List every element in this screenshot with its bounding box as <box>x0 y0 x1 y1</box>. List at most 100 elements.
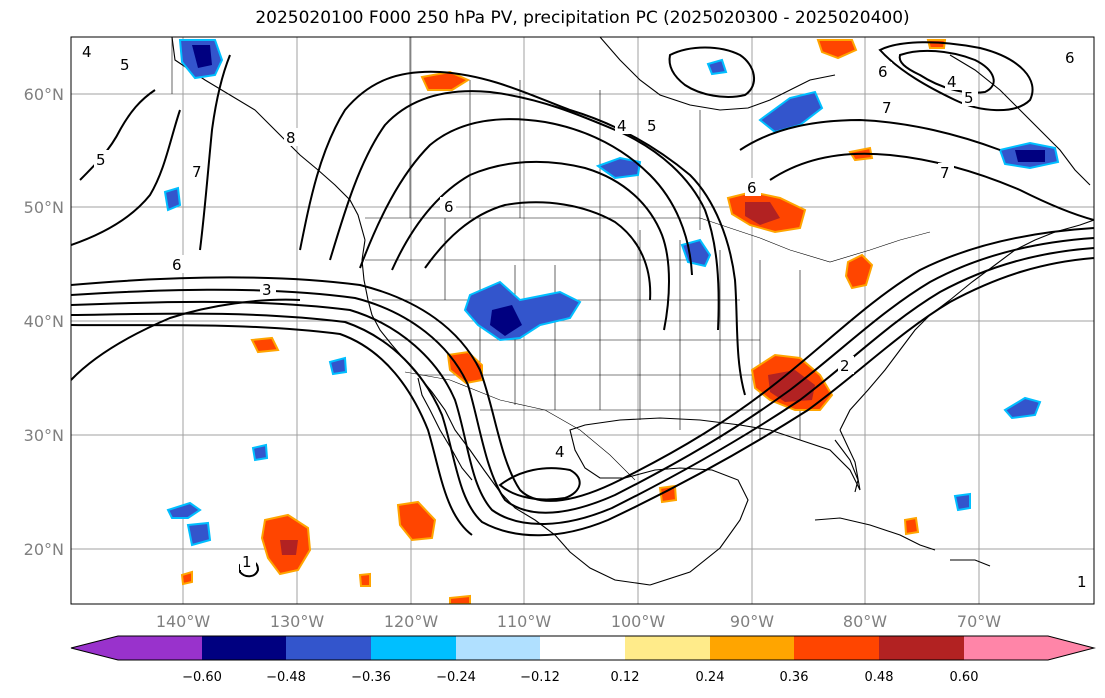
coastline-hudson <box>599 37 836 111</box>
precip-pos-caribbean <box>903 516 920 536</box>
pv-label-8-a: 8 <box>286 129 296 147</box>
precip-pos-southeast-core <box>768 370 815 402</box>
pv-contour-west-3 <box>199 54 231 251</box>
pv-label-5-d: 5 <box>964 89 974 107</box>
lat-labels: 60°N 50°N 40°N 30°N 20°N <box>24 85 64 559</box>
precip-pos-small-2 <box>358 572 371 587</box>
pv-label-6-b: 6 <box>444 198 454 216</box>
lon-labels: 140°W 130°W 120°W 110°W 100°W 90°W 80°W … <box>156 612 1001 631</box>
precip-pos-south <box>449 594 471 604</box>
colorbar-segment-7 <box>710 636 794 660</box>
pv-contour-ridge-2 <box>329 90 720 331</box>
pv-label-4-a: 4 <box>82 43 92 61</box>
pv-contour-west-4 <box>71 298 301 381</box>
precip-neg-yukon <box>706 58 728 76</box>
pv-contour-ridge-5 <box>424 201 652 301</box>
precip-pos-appalachian <box>844 253 874 290</box>
chart-title: 2025020100 F000 250 hPa PV, precipitatio… <box>255 8 910 28</box>
colorbar-tick-0: −0.60 <box>182 670 222 685</box>
colorbar-tick-7: 0.36 <box>780 670 809 685</box>
colorbar-segment-0 <box>71 636 202 660</box>
pv-label-5-b: 5 <box>96 151 106 169</box>
coastline-cuba <box>814 517 936 551</box>
pv-labels: 4 5 6 7 8 6 5 3 4 5 6 7 4 5 <box>80 42 1091 591</box>
pv-contour-ridge-4 <box>391 160 670 331</box>
pv-label-7-b: 7 <box>940 164 950 182</box>
pv-label-2-a: 2 <box>840 357 850 375</box>
pv-contour-arctic-1 <box>878 41 1034 112</box>
map-frame <box>70 36 1095 605</box>
precip-neg-pacific-5 <box>251 443 269 462</box>
precip-neg-great-basin-core <box>490 305 522 336</box>
pv-label-6-e: 6 <box>878 63 888 81</box>
coastline-florida <box>834 439 859 493</box>
colorbar-tick-9: 0.60 <box>950 670 979 685</box>
lat-label-30n: 30°N <box>24 426 64 445</box>
lat-label-40n: 40°N <box>24 312 64 331</box>
colorbar-segment-2 <box>286 636 371 660</box>
pv-contour-jet-3 <box>71 247 1094 525</box>
border-canada-prov <box>409 37 701 230</box>
pv-label-6-a: 6 <box>172 256 182 274</box>
lon-label-80w: 80°W <box>843 612 887 631</box>
colorbar-tick-5: 0.12 <box>611 670 640 685</box>
lat-label-50n: 50°N <box>24 198 64 217</box>
precip-pos-gulf <box>658 484 678 504</box>
precip-neg-pacific-4 <box>328 356 348 376</box>
pv-label-7-c: 7 <box>882 99 892 117</box>
precip-neg-atlantic <box>1003 396 1042 420</box>
lon-label-120w: 120°W <box>384 612 439 631</box>
precip-pos-arctic-1 <box>816 39 858 60</box>
pv-label-6-c: 6 <box>747 179 757 197</box>
precip-neg-quebec-core <box>1015 150 1045 162</box>
colorbar-segment-1 <box>202 636 286 660</box>
precip-neg-alaska-core <box>192 45 212 68</box>
pv-label-5-c: 5 <box>647 117 657 135</box>
coastline-east <box>839 219 1094 431</box>
colorbar-tick-4: −0.12 <box>520 670 560 685</box>
pv-contour-trough-4 <box>498 467 581 501</box>
coastline-labrador <box>949 54 1091 186</box>
pv-label-1-b: 1 <box>1077 573 1087 591</box>
colorbar-tick-3: −0.24 <box>436 670 476 685</box>
pv-contour-arctic-2 <box>898 49 995 94</box>
precip-pos-baja <box>396 500 437 542</box>
pv-contour-east-2 <box>739 118 1001 151</box>
pv-contour-jet-4 <box>71 257 1094 537</box>
colorbar-segment-5 <box>540 636 625 660</box>
precip-pos-great-lakes-core <box>745 202 780 225</box>
colorbar-outline <box>70 635 1096 661</box>
colorbar-tick-2: −0.36 <box>351 670 391 685</box>
colorbar: −0.60 −0.48 −0.36 −0.24 −0.12 0.12 0.24 … <box>70 635 1096 685</box>
coastline-west <box>361 239 651 586</box>
coastline-baja <box>417 377 473 481</box>
precip-pos-pacific-1-core <box>280 540 298 555</box>
pv-label-1-a: 1 <box>242 553 252 571</box>
pv-label-4-c: 4 <box>947 73 957 91</box>
pv-contour-jet-5 <box>71 324 473 536</box>
pv-label-5-a: 5 <box>120 56 130 74</box>
lon-label-70w: 70°W <box>957 612 1001 631</box>
pv-contour-jet-1 <box>71 227 1094 502</box>
pv-label-3-a: 3 <box>262 281 272 299</box>
pv-label-6-d: 6 <box>1065 49 1075 67</box>
pv-contour-west-2 <box>79 89 156 181</box>
pv-contour-ridge-3 <box>359 118 693 276</box>
lon-label-110w: 110°W <box>497 612 552 631</box>
colorbar-segment-4 <box>456 636 540 660</box>
coastline-hispaniola <box>950 559 991 567</box>
colorbar-segment-3 <box>371 636 456 660</box>
colorbar-segment-10 <box>964 636 1094 660</box>
precip-neg-caribbean <box>953 492 971 512</box>
lat-label-60n: 60°N <box>24 85 64 104</box>
lon-label-90w: 90°W <box>730 612 774 631</box>
colorbar-segment-9 <box>879 636 964 660</box>
colorbar-segment-8 <box>794 636 879 660</box>
pv-contour-arctic-3 <box>668 46 755 98</box>
border-us-canada <box>365 217 931 263</box>
pv-contours <box>71 41 1094 578</box>
colorbar-tick-8: 0.48 <box>865 670 894 685</box>
pv-contour-jet-2 <box>71 237 1094 514</box>
lon-label-100w: 100°W <box>611 612 666 631</box>
